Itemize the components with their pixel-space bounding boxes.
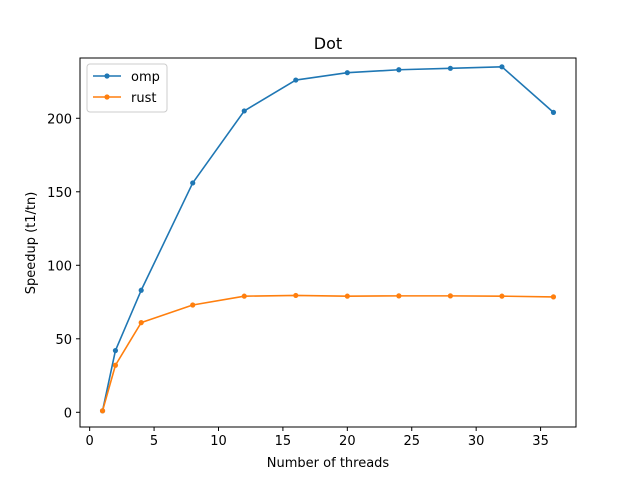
x-tick-label: 15 — [275, 434, 292, 449]
data-point-rust — [344, 293, 350, 299]
series-layer — [99, 64, 557, 414]
data-point-rust — [138, 320, 144, 326]
data-point-rust — [241, 293, 247, 299]
y-tick-label: 100 — [47, 259, 72, 274]
data-point-omp — [112, 347, 119, 354]
data-point-omp — [396, 67, 402, 73]
data-point-rust — [499, 293, 505, 299]
ticks-layer: 0 5 10 15 20 25 30 35 0 50 100 150 200 — [47, 112, 549, 449]
x-tick-label: 20 — [339, 434, 356, 449]
data-point-omp — [241, 108, 247, 114]
data-point-omp — [447, 65, 453, 71]
data-point-rust — [293, 292, 299, 299]
data-point-rust — [190, 302, 196, 308]
y-tick-label: 50 — [55, 333, 72, 348]
x-tick-label: 0 — [86, 434, 94, 449]
data-point-rust — [396, 293, 402, 299]
chart-title: Dot — [314, 34, 342, 53]
y-tick-label: 200 — [47, 112, 72, 127]
data-point-rust — [447, 293, 453, 299]
data-point-omp — [190, 180, 196, 186]
legend-label-rust: rust — [131, 91, 156, 106]
y-axis-label: Speedup (t1/tn) — [24, 192, 39, 295]
x-tick-label: 35 — [532, 434, 549, 449]
legend-label-omp: omp — [131, 70, 160, 85]
legend: omp rust — [86, 63, 168, 113]
data-point-rust — [550, 294, 557, 300]
legend-marker-omp — [104, 73, 110, 79]
x-tick-label: 5 — [150, 434, 158, 449]
x-axis-label: Number of threads — [267, 456, 390, 471]
data-point-rust — [112, 362, 119, 368]
data-point-omp — [550, 109, 557, 115]
data-point-omp — [499, 64, 505, 70]
data-point-rust — [99, 408, 106, 414]
x-tick-label: 25 — [403, 434, 420, 449]
data-point-omp — [293, 77, 299, 83]
plot-frame — [79, 57, 577, 428]
y-tick-label: 150 — [47, 186, 72, 201]
x-tick-label: 30 — [468, 434, 485, 449]
data-point-omp — [344, 70, 350, 76]
y-tick-label: 0 — [64, 406, 72, 421]
x-tick-label: 10 — [210, 434, 227, 449]
legend-marker-rust — [104, 94, 110, 100]
data-point-omp — [138, 287, 144, 293]
